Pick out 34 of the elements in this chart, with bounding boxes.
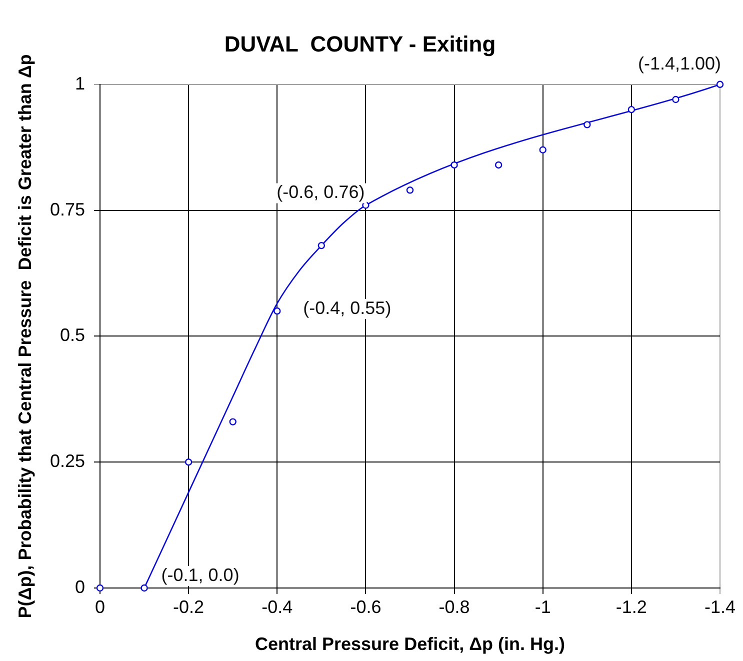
point <box>318 242 326 250</box>
x-tick-label: -0.6 <box>350 596 382 617</box>
x-tick-label: -1.2 <box>616 596 647 617</box>
point <box>628 106 636 114</box>
annotation: (-1.4,1.00) <box>638 53 721 74</box>
point <box>140 584 148 592</box>
point <box>96 584 104 592</box>
x-tick-label: -0.4 <box>262 596 293 617</box>
x-axis-title: Central Pressure Deficit, Δp (in. Hg.) <box>255 634 566 654</box>
annotation: (-0.4, 0.55) <box>303 298 392 318</box>
annotation: (-0.1, 0.0) <box>161 564 240 585</box>
y-tick-label: 0 <box>74 576 85 597</box>
y-tick-label: 0.75 <box>50 199 85 220</box>
point <box>229 418 236 426</box>
x-tick-label: -0.2 <box>173 596 204 617</box>
x-tick-label: -1 <box>534 596 551 617</box>
point <box>672 96 680 104</box>
x-tick-label: -0.8 <box>438 596 470 617</box>
point <box>494 161 502 169</box>
y-tick-label: 0.25 <box>50 451 85 472</box>
point <box>539 146 546 154</box>
point <box>274 307 281 315</box>
annotation: (-0.6, 0.76) <box>276 182 365 202</box>
x-tick-label: -1.4 <box>704 596 736 617</box>
chart-title: DUVAL COUNTY - Exiting <box>224 31 496 56</box>
y-tick-label: 1 <box>74 73 85 94</box>
x-tick-label: 0 <box>94 596 106 617</box>
point <box>184 458 192 466</box>
point <box>716 80 724 88</box>
y-tick-label: 0.5 <box>60 325 85 346</box>
point <box>450 161 458 169</box>
point <box>584 121 591 128</box>
point <box>406 186 414 194</box>
y-axis-title: P(Δp), Probability that Central Pressure Deficit is Greater than Δp <box>14 54 35 618</box>
